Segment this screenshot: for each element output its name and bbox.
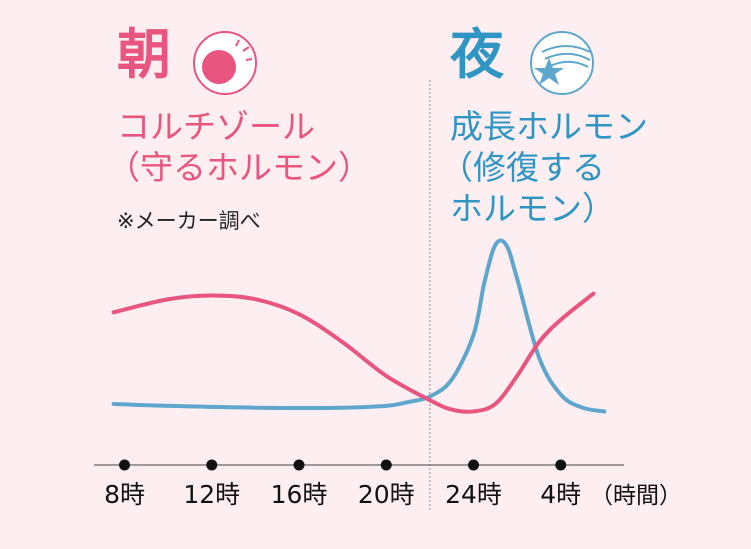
- x-tick-label-3: 20時: [358, 480, 415, 509]
- x-tick-dot-1: [206, 459, 218, 471]
- cortisol-description: （守るホルモン）: [107, 148, 371, 187]
- x-tick-dot-0: [119, 459, 131, 471]
- growth-description-line1: （修復する: [440, 148, 605, 187]
- x-tick-dot-4: [468, 459, 480, 471]
- x-tick-label-1: 12時: [183, 480, 240, 509]
- cortisol-label: コルチゾール: [117, 107, 315, 146]
- series-line-cortisol: [111, 291, 596, 414]
- growth-description-line2: ホルモン）: [450, 189, 615, 228]
- x-unit-label: （時間）: [590, 483, 682, 509]
- x-tick-label-5: 4時: [540, 480, 581, 509]
- series-line-growth: [111, 238, 607, 414]
- night-title: 夜: [450, 23, 504, 86]
- x-tick-dot-5: [555, 459, 567, 471]
- growth-hormone-label: 成長ホルモン: [450, 107, 648, 146]
- x-tick-label-4: 24時: [445, 480, 502, 509]
- survey-note: ※メーカー調べ: [117, 209, 261, 233]
- x-tick-label-2: 16時: [271, 480, 328, 509]
- x-tick-dot-3: [380, 459, 392, 471]
- morning-title: 朝: [117, 23, 171, 86]
- x-tick-dot-2: [293, 459, 305, 471]
- x-tick-label-0: 8時: [104, 480, 145, 509]
